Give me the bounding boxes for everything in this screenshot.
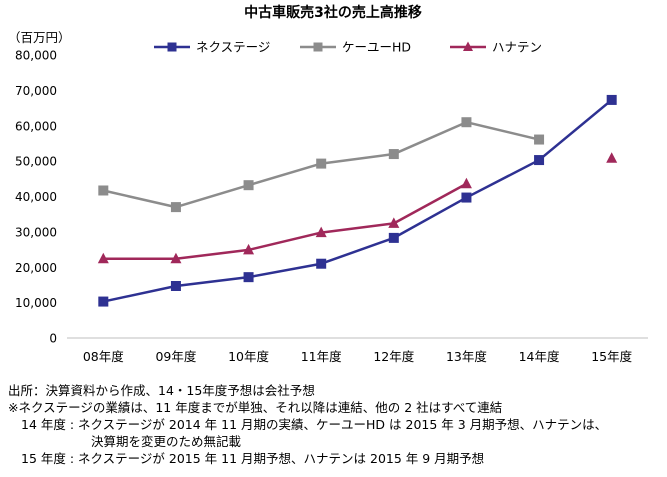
x-tick-label: 10年度 [228, 349, 269, 364]
footnote-fy14-continued: 決算期を変更のため無記載 [91, 434, 242, 449]
data-point [606, 152, 618, 163]
data-point [606, 94, 617, 105]
data-point [316, 258, 327, 269]
legend-label: ケーユーHD [342, 40, 411, 55]
y-tick-label: 60,000 [15, 119, 57, 133]
data-point [461, 117, 472, 128]
x-tick-label: 11年度 [301, 349, 342, 364]
y-tick-label: 40,000 [15, 190, 57, 204]
data-point [243, 243, 255, 255]
footnote-fy14: 14 年度 : ネクステージが 2014 年 11 月期の実績、ケーユーHD は… [21, 417, 608, 432]
legend-marker [167, 42, 177, 52]
data-point [315, 226, 327, 238]
data-point [243, 272, 254, 283]
x-tick-label: 09年度 [155, 349, 196, 364]
data-point [388, 149, 399, 160]
data-point [534, 134, 545, 145]
y-tick-label: 80,000 [15, 49, 57, 63]
y-tick-label: 50,000 [15, 155, 57, 169]
x-tick-label: 13年度 [446, 349, 487, 364]
data-point [388, 232, 399, 243]
y-axis: 0 10,000 20,000 30,000 40,000 50,000 60,000 70,… [15, 49, 57, 346]
data-point [97, 252, 109, 264]
data-point [316, 158, 327, 169]
x-tick-label: 14年度 [519, 349, 560, 364]
chart-title: 中古車販売3社の売上高推移 [244, 4, 422, 21]
data-point [98, 296, 109, 307]
x-tick-label: 12年度 [373, 349, 414, 364]
y-tick-label: 30,000 [15, 225, 57, 239]
y-tick-label: 20,000 [15, 261, 57, 275]
series-line [103, 182, 468, 261]
data-point [460, 177, 472, 189]
data-point [170, 252, 182, 264]
line-chart: 中古車販売3社の売上高推移 （百万円） ネクステージ ケーユーHD ハナテン 0 10… [8, 4, 648, 364]
footnote-consolidation: ※ネクステージの業績は、11 年度までが単独、それ以降は連結、他の 2 社はすべ… [8, 400, 503, 415]
series-3 [97, 152, 618, 264]
data-point [534, 155, 545, 166]
x-axis: 08年度 09年度 10年度 11年度 12年度 13年度 14年度 15年度 [83, 349, 633, 364]
series-layer [97, 94, 618, 307]
legend: ネクステージ ケーユーHD ハナテン [154, 40, 542, 55]
data-point [98, 185, 109, 196]
y-tick-label: 70,000 [15, 84, 57, 98]
chart-notes: 出所：決算資料から作成、14・15年度予想は会社予想 ※ネクステージの業績は、1… [8, 382, 663, 467]
legend-item: ケーユーHD [300, 40, 411, 55]
legend-item: ハナテン [450, 40, 542, 55]
series-1 [98, 94, 617, 307]
legend-marker [463, 41, 473, 51]
x-tick-label: 15年度 [591, 349, 632, 364]
unit-label: （百万円） [8, 30, 71, 45]
data-point [243, 180, 254, 191]
series-line [103, 98, 613, 303]
y-tick-label: 0 [49, 332, 57, 346]
legend-label: ネクステージ [196, 40, 270, 55]
data-point [170, 202, 181, 213]
x-tick-label: 08年度 [83, 349, 124, 364]
data-point [388, 217, 400, 228]
source-note: 出所：決算資料から作成、14・15年度予想は会社予想 [8, 383, 315, 398]
legend-marker [313, 42, 323, 52]
legend-item: ネクステージ [154, 40, 270, 55]
legend-label: ハナテン [492, 40, 542, 55]
series-2 [98, 117, 545, 213]
data-point [170, 280, 181, 291]
data-point [461, 192, 472, 203]
footnote-fy15: 15 年度 : ネクステージが 2015 年 11 月期予想、ハナテンは 201… [21, 451, 485, 466]
y-tick-label: 10,000 [15, 296, 57, 310]
